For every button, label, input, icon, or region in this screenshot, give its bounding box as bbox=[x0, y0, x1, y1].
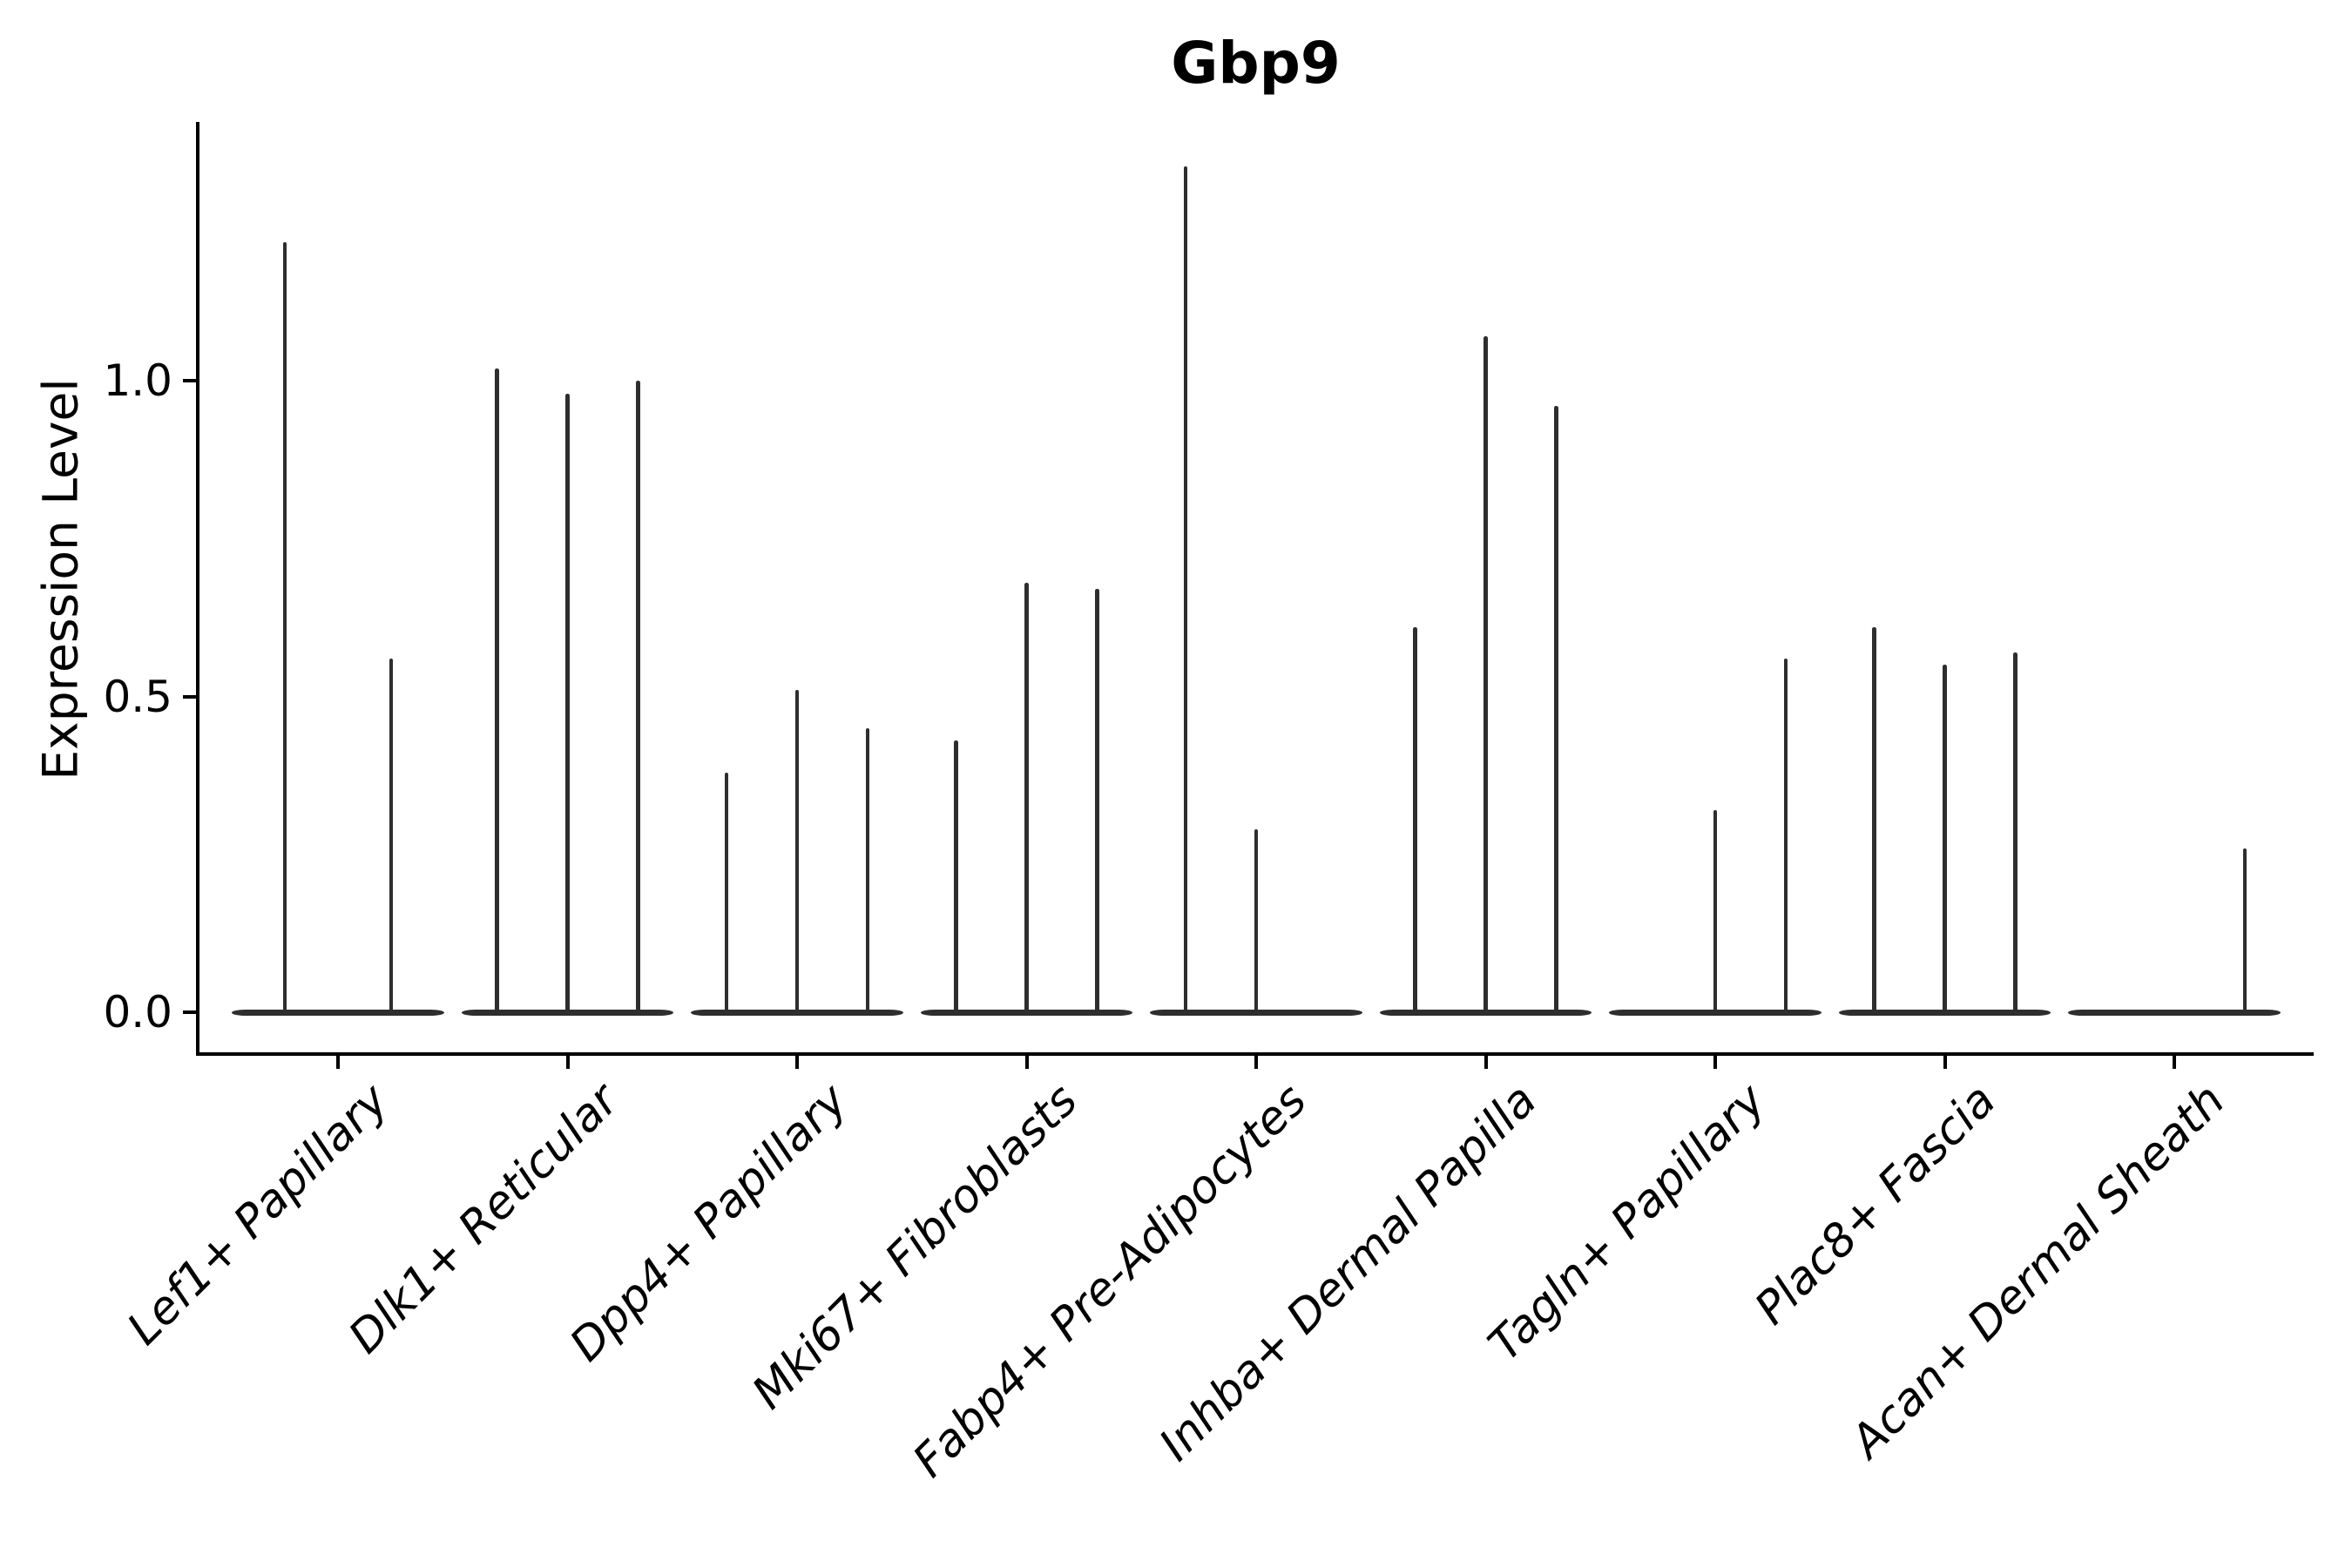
violin-spike bbox=[636, 381, 640, 1016]
violin-spike bbox=[495, 368, 499, 1016]
violin-spike bbox=[724, 772, 729, 1016]
violin-spike bbox=[1183, 166, 1188, 1016]
violin-spike bbox=[565, 393, 570, 1016]
x-tick-label: Plac8+ Fascia bbox=[1744, 1074, 2006, 1335]
violin-spike bbox=[282, 241, 287, 1016]
violin-spike bbox=[954, 740, 958, 1016]
violin-spike bbox=[2013, 652, 2017, 1016]
y-tick-mark bbox=[183, 379, 198, 382]
x-tick-mark bbox=[1254, 1054, 1258, 1069]
violin-spike bbox=[1713, 810, 1718, 1016]
x-tick-mark bbox=[1484, 1054, 1488, 1069]
y-tick-mark bbox=[183, 694, 198, 699]
violin-spike bbox=[1872, 626, 1876, 1016]
violin-spike bbox=[794, 690, 800, 1016]
x-tick-mark bbox=[795, 1054, 799, 1069]
violin-spike bbox=[1554, 406, 1558, 1016]
violin-spike bbox=[1024, 583, 1029, 1016]
x-tick-mark bbox=[1713, 1054, 1717, 1069]
y-tick-label: 0.0 bbox=[103, 987, 172, 1037]
violin-spike bbox=[389, 659, 394, 1016]
x-tick-label: Acan+ Dermal Sheath bbox=[1841, 1074, 2235, 1469]
y-tick-label: 0.5 bbox=[103, 671, 172, 722]
x-tick-mark bbox=[565, 1054, 570, 1069]
violin-spike bbox=[865, 727, 870, 1016]
violin-baseline bbox=[232, 1009, 444, 1016]
x-tick-label: Fabp4+ Pre-Adipocytes bbox=[903, 1074, 1317, 1488]
x-tick-mark bbox=[1024, 1054, 1029, 1069]
violin-spike bbox=[1484, 336, 1488, 1016]
x-tick-mark bbox=[2173, 1054, 2176, 1069]
x-tick-mark bbox=[336, 1054, 340, 1069]
violin-spike bbox=[1095, 589, 1099, 1016]
left-spine bbox=[196, 122, 199, 1056]
violin-spike bbox=[1254, 828, 1259, 1016]
y-tick-label: 1.0 bbox=[103, 355, 172, 406]
x-tick-label: Inhba+ Dermal Papilla bbox=[1149, 1074, 1547, 1471]
violin-spike bbox=[1413, 626, 1417, 1016]
violin-spike bbox=[1943, 665, 1947, 1016]
y-axis-label: Expression Level bbox=[32, 378, 89, 781]
violin-baseline bbox=[2068, 1009, 2281, 1016]
violin-spike bbox=[2242, 848, 2247, 1016]
violin-spike bbox=[1783, 659, 1788, 1016]
chart-title: Gbp9 bbox=[1171, 30, 1341, 97]
x-tick-mark bbox=[1943, 1054, 1947, 1069]
y-tick-mark bbox=[183, 1010, 198, 1014]
